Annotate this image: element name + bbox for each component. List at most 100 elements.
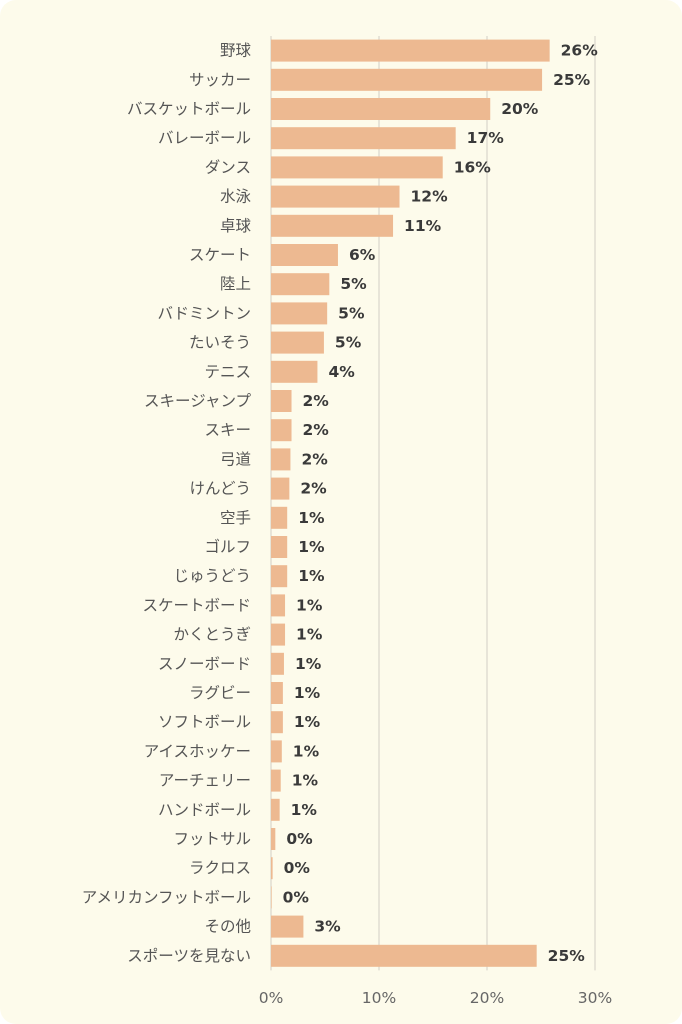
x-tick-label: 30%: [578, 989, 612, 1007]
bar: [271, 98, 491, 120]
category-label: アーチェリー: [159, 772, 251, 790]
category-label: 陸上: [220, 275, 251, 293]
category-label: じゅうどう: [173, 567, 251, 585]
bar: [271, 857, 273, 880]
value-label: 1%: [292, 772, 319, 790]
value-label: 0%: [284, 859, 311, 877]
value-label: 2%: [300, 480, 327, 498]
category-label: バスケットボール: [127, 100, 251, 118]
value-label: 4%: [328, 363, 355, 381]
bar: [271, 273, 330, 296]
bar: [271, 39, 550, 62]
category-label: スケートボード: [142, 596, 251, 614]
bar: [271, 565, 288, 588]
bar: [271, 623, 286, 646]
bar: [271, 711, 283, 734]
bar: [271, 477, 290, 500]
bar: [271, 68, 543, 91]
value-label: 5%: [338, 304, 365, 322]
category-label: ラグビー: [189, 684, 251, 702]
bar: [271, 506, 288, 529]
bar: [271, 244, 338, 266]
x-tick-label: 20%: [470, 989, 504, 1007]
value-label: 20%: [501, 100, 539, 118]
category-label: バドミントン: [158, 304, 251, 322]
category-label: たいそう: [189, 334, 251, 352]
bar: [271, 769, 281, 792]
bar: [271, 536, 288, 558]
value-label: 1%: [298, 567, 325, 585]
category-label: バレーボール: [158, 129, 251, 147]
category-label: けんどう: [189, 480, 251, 498]
value-label: 2%: [303, 421, 330, 439]
category-label: テニス: [204, 363, 251, 381]
value-label: 26%: [561, 42, 599, 60]
category-label: スキー: [204, 421, 251, 439]
category-label: アメリカンフットボール: [82, 888, 251, 906]
value-label: 1%: [294, 684, 321, 702]
bar: [271, 828, 276, 850]
bar: [271, 156, 443, 179]
bar: [271, 360, 318, 383]
value-label: 1%: [293, 742, 320, 760]
category-label: アイスホッケー: [144, 742, 251, 760]
category-label: フットサル: [173, 830, 251, 848]
bar: [271, 886, 272, 909]
category-label: スポーツを見ない: [127, 947, 251, 965]
value-label: 25%: [548, 947, 586, 965]
value-label: 1%: [295, 655, 322, 673]
value-label: 16%: [454, 158, 492, 176]
value-label: 1%: [294, 713, 321, 731]
category-label: 野球: [220, 42, 252, 60]
category-label: ゴルフ: [204, 537, 251, 556]
value-label: 1%: [298, 538, 325, 556]
bar: [271, 798, 280, 821]
value-label: 6%: [349, 246, 376, 264]
category-label: 弓道: [220, 450, 251, 468]
bar: [271, 331, 324, 354]
bar: [271, 915, 304, 938]
bar: [271, 127, 456, 150]
category-label: その他: [204, 918, 251, 936]
bar: [271, 448, 291, 471]
value-label: 2%: [301, 450, 328, 468]
bar: [271, 944, 537, 967]
value-label: 1%: [296, 626, 323, 644]
category-label: かくとうぎ: [173, 626, 251, 644]
value-label: 5%: [340, 275, 367, 293]
bar: [271, 214, 394, 237]
category-label: スノーボード: [158, 655, 251, 673]
bar: [271, 740, 282, 763]
x-tick-label: 10%: [362, 989, 396, 1007]
value-label: 25%: [553, 71, 591, 89]
category-label: サッカー: [189, 71, 251, 89]
bar: [271, 594, 286, 617]
x-tick-label: 0%: [259, 989, 284, 1007]
value-label: 0%: [286, 830, 313, 848]
category-label: スケート: [189, 246, 251, 264]
bar: [271, 390, 292, 412]
bar: [271, 302, 328, 325]
category-label: 空手: [220, 509, 251, 527]
value-label: 17%: [467, 129, 505, 147]
value-label: 12%: [411, 188, 449, 206]
category-label: 水泳: [220, 188, 252, 206]
value-label: 1%: [296, 596, 323, 614]
category-label: スキージャンプ: [144, 392, 251, 410]
value-label: 1%: [291, 801, 318, 819]
category-label: ラクロス: [189, 859, 251, 877]
value-label: 5%: [335, 334, 362, 352]
value-label: 3%: [314, 918, 341, 936]
bar: [271, 419, 292, 442]
bar: [271, 185, 400, 208]
category-label: 卓球: [220, 217, 252, 235]
category-label: ハンドボール: [158, 801, 251, 819]
value-label: 0%: [283, 888, 310, 906]
category-label: ダンス: [205, 158, 251, 176]
value-label: 2%: [303, 392, 330, 410]
bar: [271, 652, 284, 675]
value-label: 11%: [404, 217, 442, 235]
bar: [271, 682, 283, 704]
